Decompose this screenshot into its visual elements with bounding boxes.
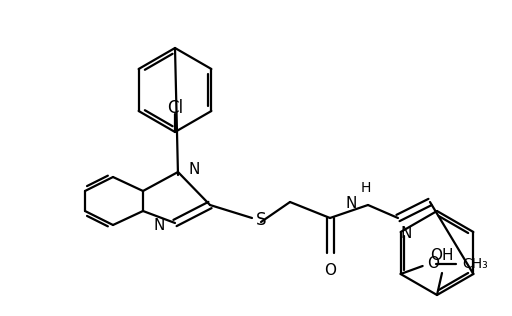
Text: N: N xyxy=(154,217,165,233)
Text: H: H xyxy=(361,181,371,195)
Text: Cl: Cl xyxy=(167,99,183,117)
Text: S: S xyxy=(256,211,267,229)
Text: OH: OH xyxy=(430,248,454,263)
Text: N: N xyxy=(188,162,199,178)
Text: N: N xyxy=(346,196,357,210)
Text: N: N xyxy=(400,226,411,241)
Text: O: O xyxy=(426,257,439,271)
Text: O: O xyxy=(324,263,336,278)
Text: CH₃: CH₃ xyxy=(463,257,488,271)
